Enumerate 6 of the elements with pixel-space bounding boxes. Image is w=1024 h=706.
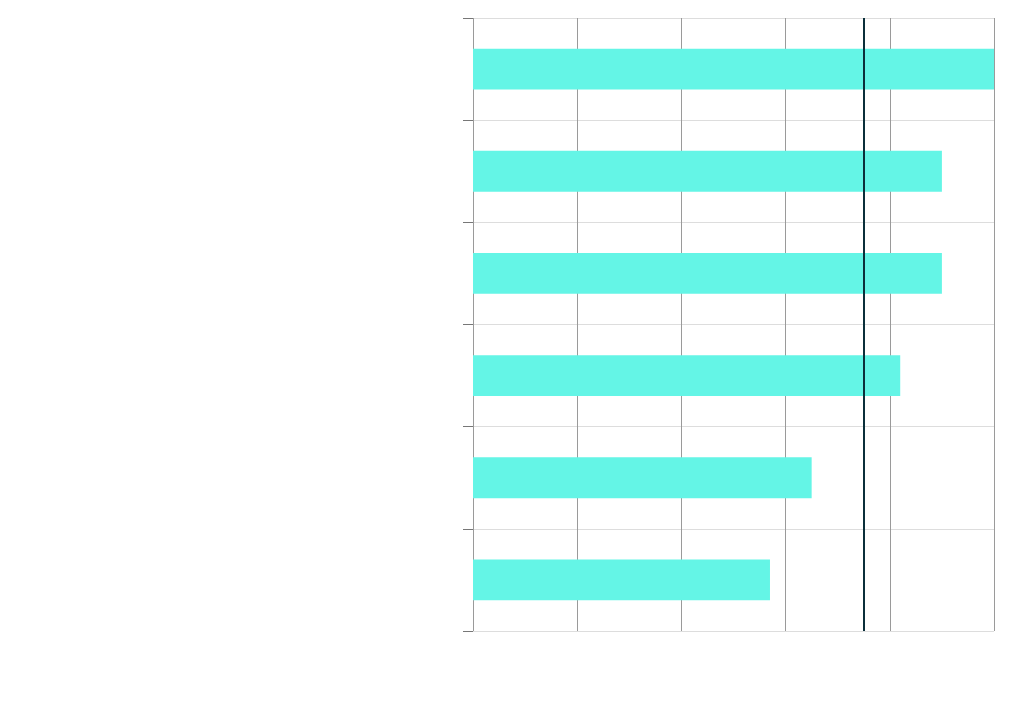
bar	[473, 150, 942, 192]
bar	[473, 48, 994, 90]
bar	[473, 252, 942, 294]
bar	[473, 559, 770, 601]
bar	[473, 355, 901, 397]
bar	[473, 457, 812, 499]
